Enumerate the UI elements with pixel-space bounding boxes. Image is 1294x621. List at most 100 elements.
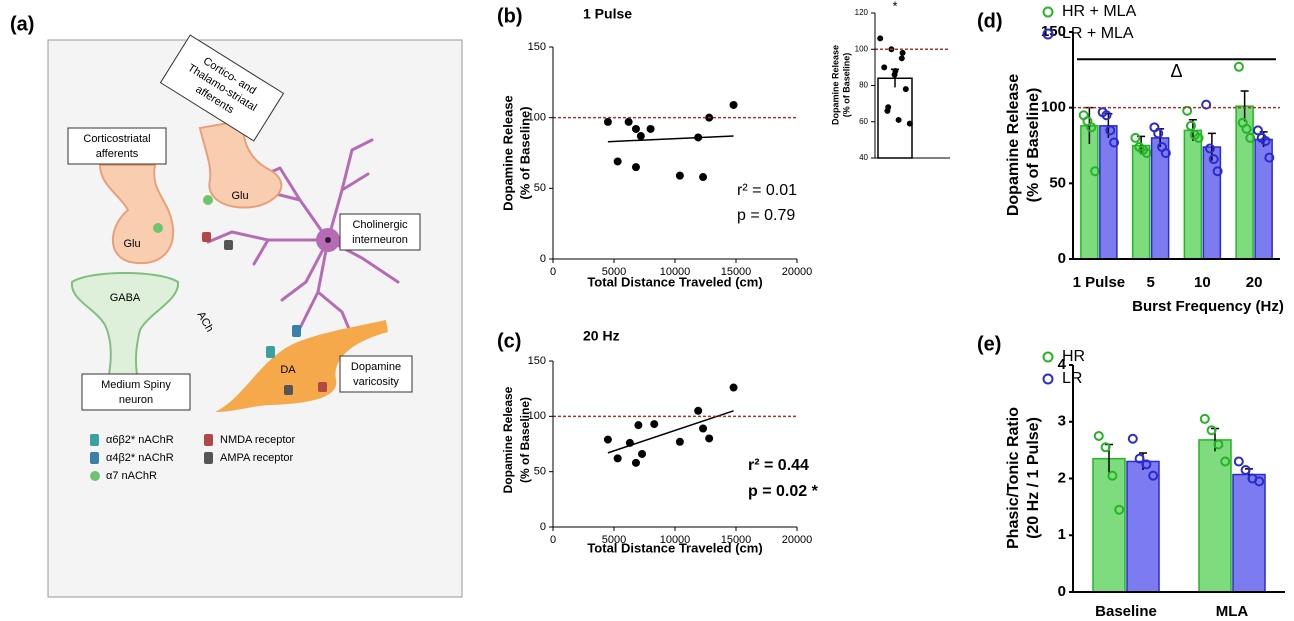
point — [1109, 137, 1120, 148]
y-tick-label: 3 — [1058, 413, 1066, 430]
legend-text: α4β2* nAChR — [106, 452, 174, 464]
bar — [1254, 138, 1273, 260]
point — [1134, 453, 1145, 464]
x-tick-label: 5000 — [602, 534, 626, 546]
y-tick-label: 100 — [528, 410, 546, 422]
bar — [1126, 460, 1160, 593]
legend-text: LR + MLA — [1062, 25, 1134, 42]
chart-title: 20 Hz — [583, 328, 620, 344]
annotation: * — [892, 0, 897, 13]
x-tick-label: 10000 — [660, 266, 691, 278]
point — [1086, 122, 1097, 133]
bar — [1232, 473, 1266, 593]
point — [603, 117, 612, 126]
y-tick-label: 0 — [540, 521, 546, 533]
y-tick-label: 100 — [1041, 99, 1066, 116]
legend-text: α7 nAChR — [106, 470, 157, 482]
point — [1245, 132, 1256, 143]
point — [1153, 128, 1164, 139]
annotation: r² = 0.44 — [748, 457, 809, 474]
box-text: varicosity — [353, 376, 399, 388]
gaba-neuron — [70, 272, 180, 381]
receptor-icon — [292, 325, 301, 337]
box — [67, 127, 167, 165]
y-tick-label: 2 — [1058, 469, 1066, 486]
da-label: DA — [280, 364, 296, 376]
point — [613, 157, 622, 166]
point — [634, 421, 643, 430]
point — [1105, 125, 1116, 136]
nucleus — [325, 237, 331, 243]
afferents-box: Cortico- and Thalamo-striatal afferents — [159, 34, 285, 142]
glu-label: Glu — [231, 190, 248, 202]
x-tick-label: 5000 — [602, 266, 626, 278]
y-tick-label: 0 — [540, 253, 546, 265]
point — [631, 458, 640, 467]
y-tick-label: 0 — [1058, 583, 1066, 600]
point — [1141, 459, 1152, 470]
point — [1213, 439, 1224, 450]
legend-text: HR + MLA — [1062, 3, 1137, 20]
point — [694, 406, 703, 415]
y-axis-label: (% of Baseline) — [841, 53, 851, 118]
point — [902, 86, 909, 93]
point — [646, 124, 655, 133]
y-axis-label: Dopamine Release — [501, 386, 515, 493]
box-text: neuron — [119, 394, 153, 406]
point — [650, 420, 659, 429]
x-tick-label: 15000 — [721, 534, 752, 546]
y-tick-label: 50 — [1049, 174, 1066, 191]
legend-text: HR — [1062, 348, 1085, 365]
point — [1241, 123, 1252, 134]
panel-label: (d) — [977, 10, 1003, 32]
point — [898, 55, 905, 62]
bar — [1198, 439, 1232, 593]
point — [1240, 464, 1251, 475]
point — [675, 437, 684, 446]
panel-label: (e) — [977, 333, 1001, 355]
y-tick-label: 1 — [1058, 526, 1066, 543]
point — [1206, 425, 1217, 436]
bar — [1183, 129, 1203, 260]
point — [1260, 135, 1271, 146]
significance-label: Δ — [1170, 61, 1182, 81]
box-text: afferents — [96, 148, 139, 160]
point — [603, 435, 612, 444]
point — [705, 434, 714, 443]
point — [1141, 148, 1152, 159]
fit-line — [607, 135, 734, 143]
bar — [1080, 125, 1099, 260]
legend-marker — [1042, 351, 1054, 363]
x-tick-label: 5 — [1146, 274, 1154, 291]
y-tick-label: 50 — [534, 182, 546, 194]
point — [884, 107, 891, 114]
x-tick-label: 20000 — [782, 266, 813, 278]
point — [1204, 143, 1215, 154]
x-axis-label: Burst Frequency (Hz) — [1132, 298, 1284, 315]
legend-icon — [90, 452, 99, 464]
y-axis-label: Dopamine Release — [830, 45, 840, 125]
point — [1193, 132, 1204, 143]
point — [624, 117, 633, 126]
gaba-label: GABA — [110, 292, 141, 304]
y-tick-label: 100 — [528, 112, 546, 124]
legend-icon — [90, 434, 99, 446]
panel-label: (a) — [10, 13, 34, 35]
box — [81, 373, 191, 411]
point — [891, 71, 898, 78]
x-tick-label: 1 Pulse — [1073, 274, 1126, 291]
point — [1233, 456, 1244, 467]
chart-title: 1 Pulse — [583, 6, 632, 22]
point — [1107, 470, 1118, 481]
annotation: r² = 0.01 — [737, 182, 797, 199]
bar — [1202, 146, 1222, 260]
point — [899, 49, 906, 56]
box-text: Medium Spiny — [101, 379, 171, 391]
x-tick-label: 20000 — [782, 534, 813, 546]
point — [1212, 166, 1223, 177]
point — [1220, 456, 1231, 467]
x-tick-label: 0 — [550, 266, 556, 278]
point — [1252, 125, 1263, 136]
